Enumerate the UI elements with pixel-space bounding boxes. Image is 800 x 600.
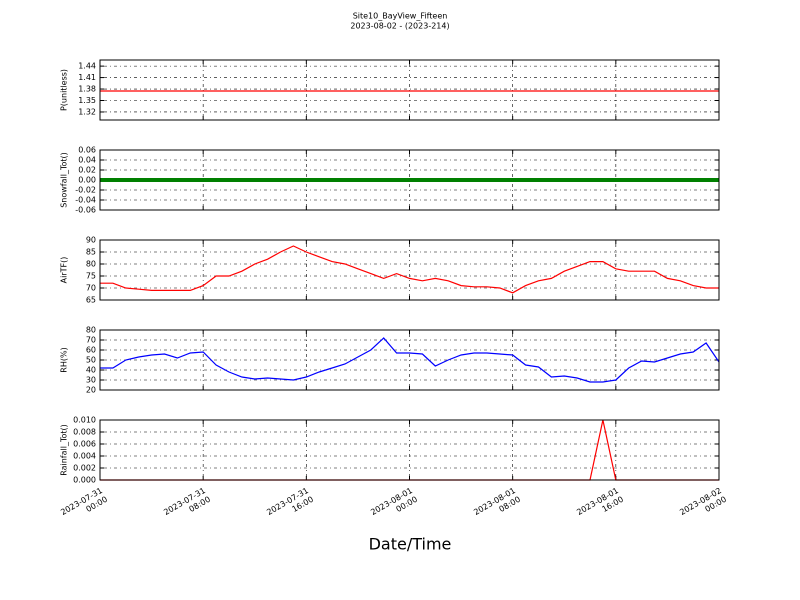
plot-frame [99,419,720,481]
y-axis-label: P(unitless) [60,69,69,111]
y-tick-label: 0.02 [78,166,96,175]
y-axis-label: AirTF() [60,257,69,284]
y-tick-label: 0.008 [73,428,96,437]
plot-frame [99,329,720,391]
y-axis-label: Rainfall_Tot() [60,424,69,476]
x-axis-label: Date/Time [369,535,452,554]
y-tick-label: 1.32 [78,107,96,116]
y-tick-label: 40 [86,366,96,375]
y-axis-label: RH(%) [60,347,69,372]
y-tick-label: 70 [86,336,96,345]
y-tick-label: 0.04 [78,156,96,165]
y-tick-label: 60 [86,346,96,355]
y-tick-label: 85 [86,248,96,257]
y-tick-label: 1.44 [78,62,96,71]
data-line [100,245,719,294]
plot-frame [99,239,720,301]
y-tick-label: 0.00 [78,176,96,185]
y-tick-label: -0.04 [75,196,96,205]
subtitle: 2023-08-02 - (2023-214) [350,22,449,31]
y-tick-label: 0.004 [73,452,96,461]
y-tick-label: 65 [86,296,96,305]
y-axis-label: Snowfall_Tot() [60,152,69,208]
y-tick-label: 90 [86,236,96,245]
y-tick-label: 80 [86,326,96,335]
data-line [100,337,720,383]
y-tick-label: 1.35 [78,96,96,105]
y-tick-label: 75 [86,272,96,281]
y-tick-label: 0.010 [73,416,96,425]
y-tick-label: 0.06 [78,146,96,155]
y-tick-label: 80 [86,260,96,269]
y-tick-label: 70 [86,284,96,293]
y-tick-label: 30 [86,376,96,385]
y-tick-label: 0.002 [73,464,96,473]
y-tick-label: 50 [86,356,96,365]
y-tick-label: 20 [86,386,96,395]
y-tick-label: 1.41 [78,73,96,82]
title: Site10_BayView_Fifteen [353,12,448,21]
y-tick-label: 0.000 [73,476,96,485]
plot-frame [99,149,720,211]
y-tick-label: -0.02 [75,186,96,195]
y-tick-label: -0.06 [75,206,96,215]
plot-frame [99,59,720,121]
y-tick-label: 1.38 [78,85,96,94]
y-tick-label: 0.006 [73,440,96,449]
